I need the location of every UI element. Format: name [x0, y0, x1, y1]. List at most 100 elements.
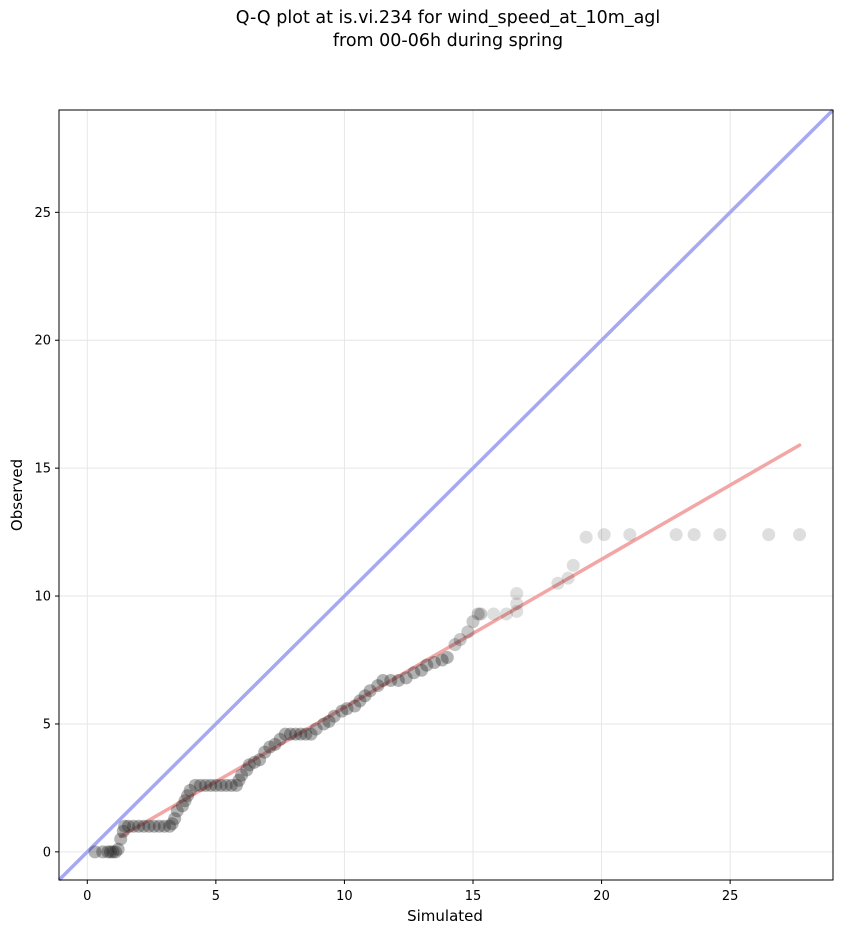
quantile-point: [466, 615, 480, 629]
quantile-point: [551, 576, 565, 590]
quantile-point: [579, 530, 593, 544]
quantile-point: [258, 745, 272, 759]
y-tick-label: 25: [34, 206, 51, 221]
y-tick-label: 20: [34, 334, 51, 349]
quantile-point: [762, 528, 776, 542]
quantile-point: [188, 778, 202, 792]
x-tick-label: 5: [212, 889, 220, 904]
quantile-point: [427, 656, 441, 670]
identity-line: [57, 108, 835, 882]
quantile-point: [118, 819, 132, 833]
y-tick-label: 15: [34, 462, 51, 477]
quantile-point: [453, 633, 467, 647]
quantile-point: [152, 819, 166, 833]
quantile-point: [448, 638, 462, 652]
quantile-point: [137, 819, 151, 833]
quantile-point: [597, 528, 611, 542]
quantile-point: [623, 528, 637, 542]
y-tick-label: 10: [34, 590, 51, 605]
quantile-point: [420, 658, 434, 672]
quantile-point: [471, 607, 485, 621]
quantile-point: [278, 727, 292, 741]
title-line-2: from 00-06h during spring: [333, 31, 563, 51]
quantile-point: [309, 722, 323, 736]
quantile-point: [175, 799, 189, 813]
quantile-point: [299, 727, 313, 741]
x-tick-label: 15: [465, 889, 482, 904]
quantile-point: [103, 845, 117, 859]
quantile-point: [499, 607, 513, 621]
quantile-point: [193, 778, 207, 792]
quantile-point: [109, 845, 123, 859]
y-tick-label: 5: [43, 717, 51, 732]
quantile-point: [713, 528, 727, 542]
grid-lines: [59, 110, 833, 880]
quantile-point: [116, 824, 130, 838]
quantile-point: [348, 699, 362, 713]
quantile-point: [566, 558, 580, 572]
quantile-point: [687, 528, 701, 542]
quantile-point: [96, 845, 110, 859]
quantile-point: [178, 794, 192, 808]
x-tick-label: 0: [83, 889, 91, 904]
x-tick-label: 25: [722, 889, 739, 904]
quantile-point: [142, 819, 156, 833]
quantile-point: [127, 819, 141, 833]
title-line-1: Q-Q plot at is.vi.234 for wind_speed_at_…: [236, 8, 661, 28]
quantile-point: [168, 812, 182, 826]
quantile-point: [165, 817, 179, 831]
quantile-point: [415, 663, 429, 677]
fit-line: [118, 443, 802, 839]
quantile-point: [371, 679, 385, 693]
y-axis-label: Observed: [8, 459, 26, 531]
quantile-point: [340, 702, 354, 716]
quantile-point: [247, 755, 261, 769]
quantile-point: [132, 819, 146, 833]
axis-ticks: [55, 211, 731, 884]
quantile-point: [304, 727, 318, 741]
quantile-point: [669, 528, 683, 542]
quantile-point: [88, 845, 102, 859]
quantile-point: [157, 819, 171, 833]
quantile-point: [510, 586, 524, 600]
quantile-point: [235, 768, 249, 782]
quantile-point: [209, 778, 223, 792]
quantile-point: [268, 737, 282, 751]
quantile-point: [440, 650, 454, 664]
quantile-point: [561, 571, 575, 585]
reference-lines: [57, 108, 835, 882]
quantile-point: [263, 740, 277, 754]
quantile-point: [353, 694, 367, 708]
quantile-point: [461, 625, 475, 639]
quantile-point: [335, 704, 349, 718]
quantile-point: [273, 732, 287, 746]
quantile-point: [114, 832, 128, 846]
quantile-point: [474, 607, 488, 621]
quantile-point: [399, 671, 413, 685]
quantile-point: [101, 845, 115, 859]
x-tick-labels: 0 5 10 15 20 25: [83, 889, 738, 904]
quantile-point: [407, 666, 421, 680]
quantile-point: [111, 842, 125, 856]
quantile-point: [232, 773, 246, 787]
quantile-point: [147, 819, 161, 833]
quantile-point: [283, 727, 297, 741]
quantile-point: [294, 727, 308, 741]
quantile-point: [224, 778, 238, 792]
quantile-point: [289, 727, 303, 741]
chart-title: Q-Q plot at is.vi.234 for wind_speed_at_…: [236, 8, 661, 51]
quantile-point: [317, 717, 331, 731]
quantile-point: [240, 763, 254, 777]
quantile-point: [229, 778, 243, 792]
y-tick-labels: 0 5 10 15 20 25: [34, 206, 51, 861]
data-points: [88, 528, 807, 859]
quantile-point: [435, 653, 449, 667]
quantile-point: [510, 597, 524, 611]
x-axis-label: Simulated: [407, 907, 483, 925]
quantile-point: [253, 753, 267, 767]
quantile-point: [358, 689, 372, 703]
quantile-point: [487, 607, 501, 621]
x-tick-label: 10: [336, 889, 353, 904]
quantile-point: [322, 714, 336, 728]
